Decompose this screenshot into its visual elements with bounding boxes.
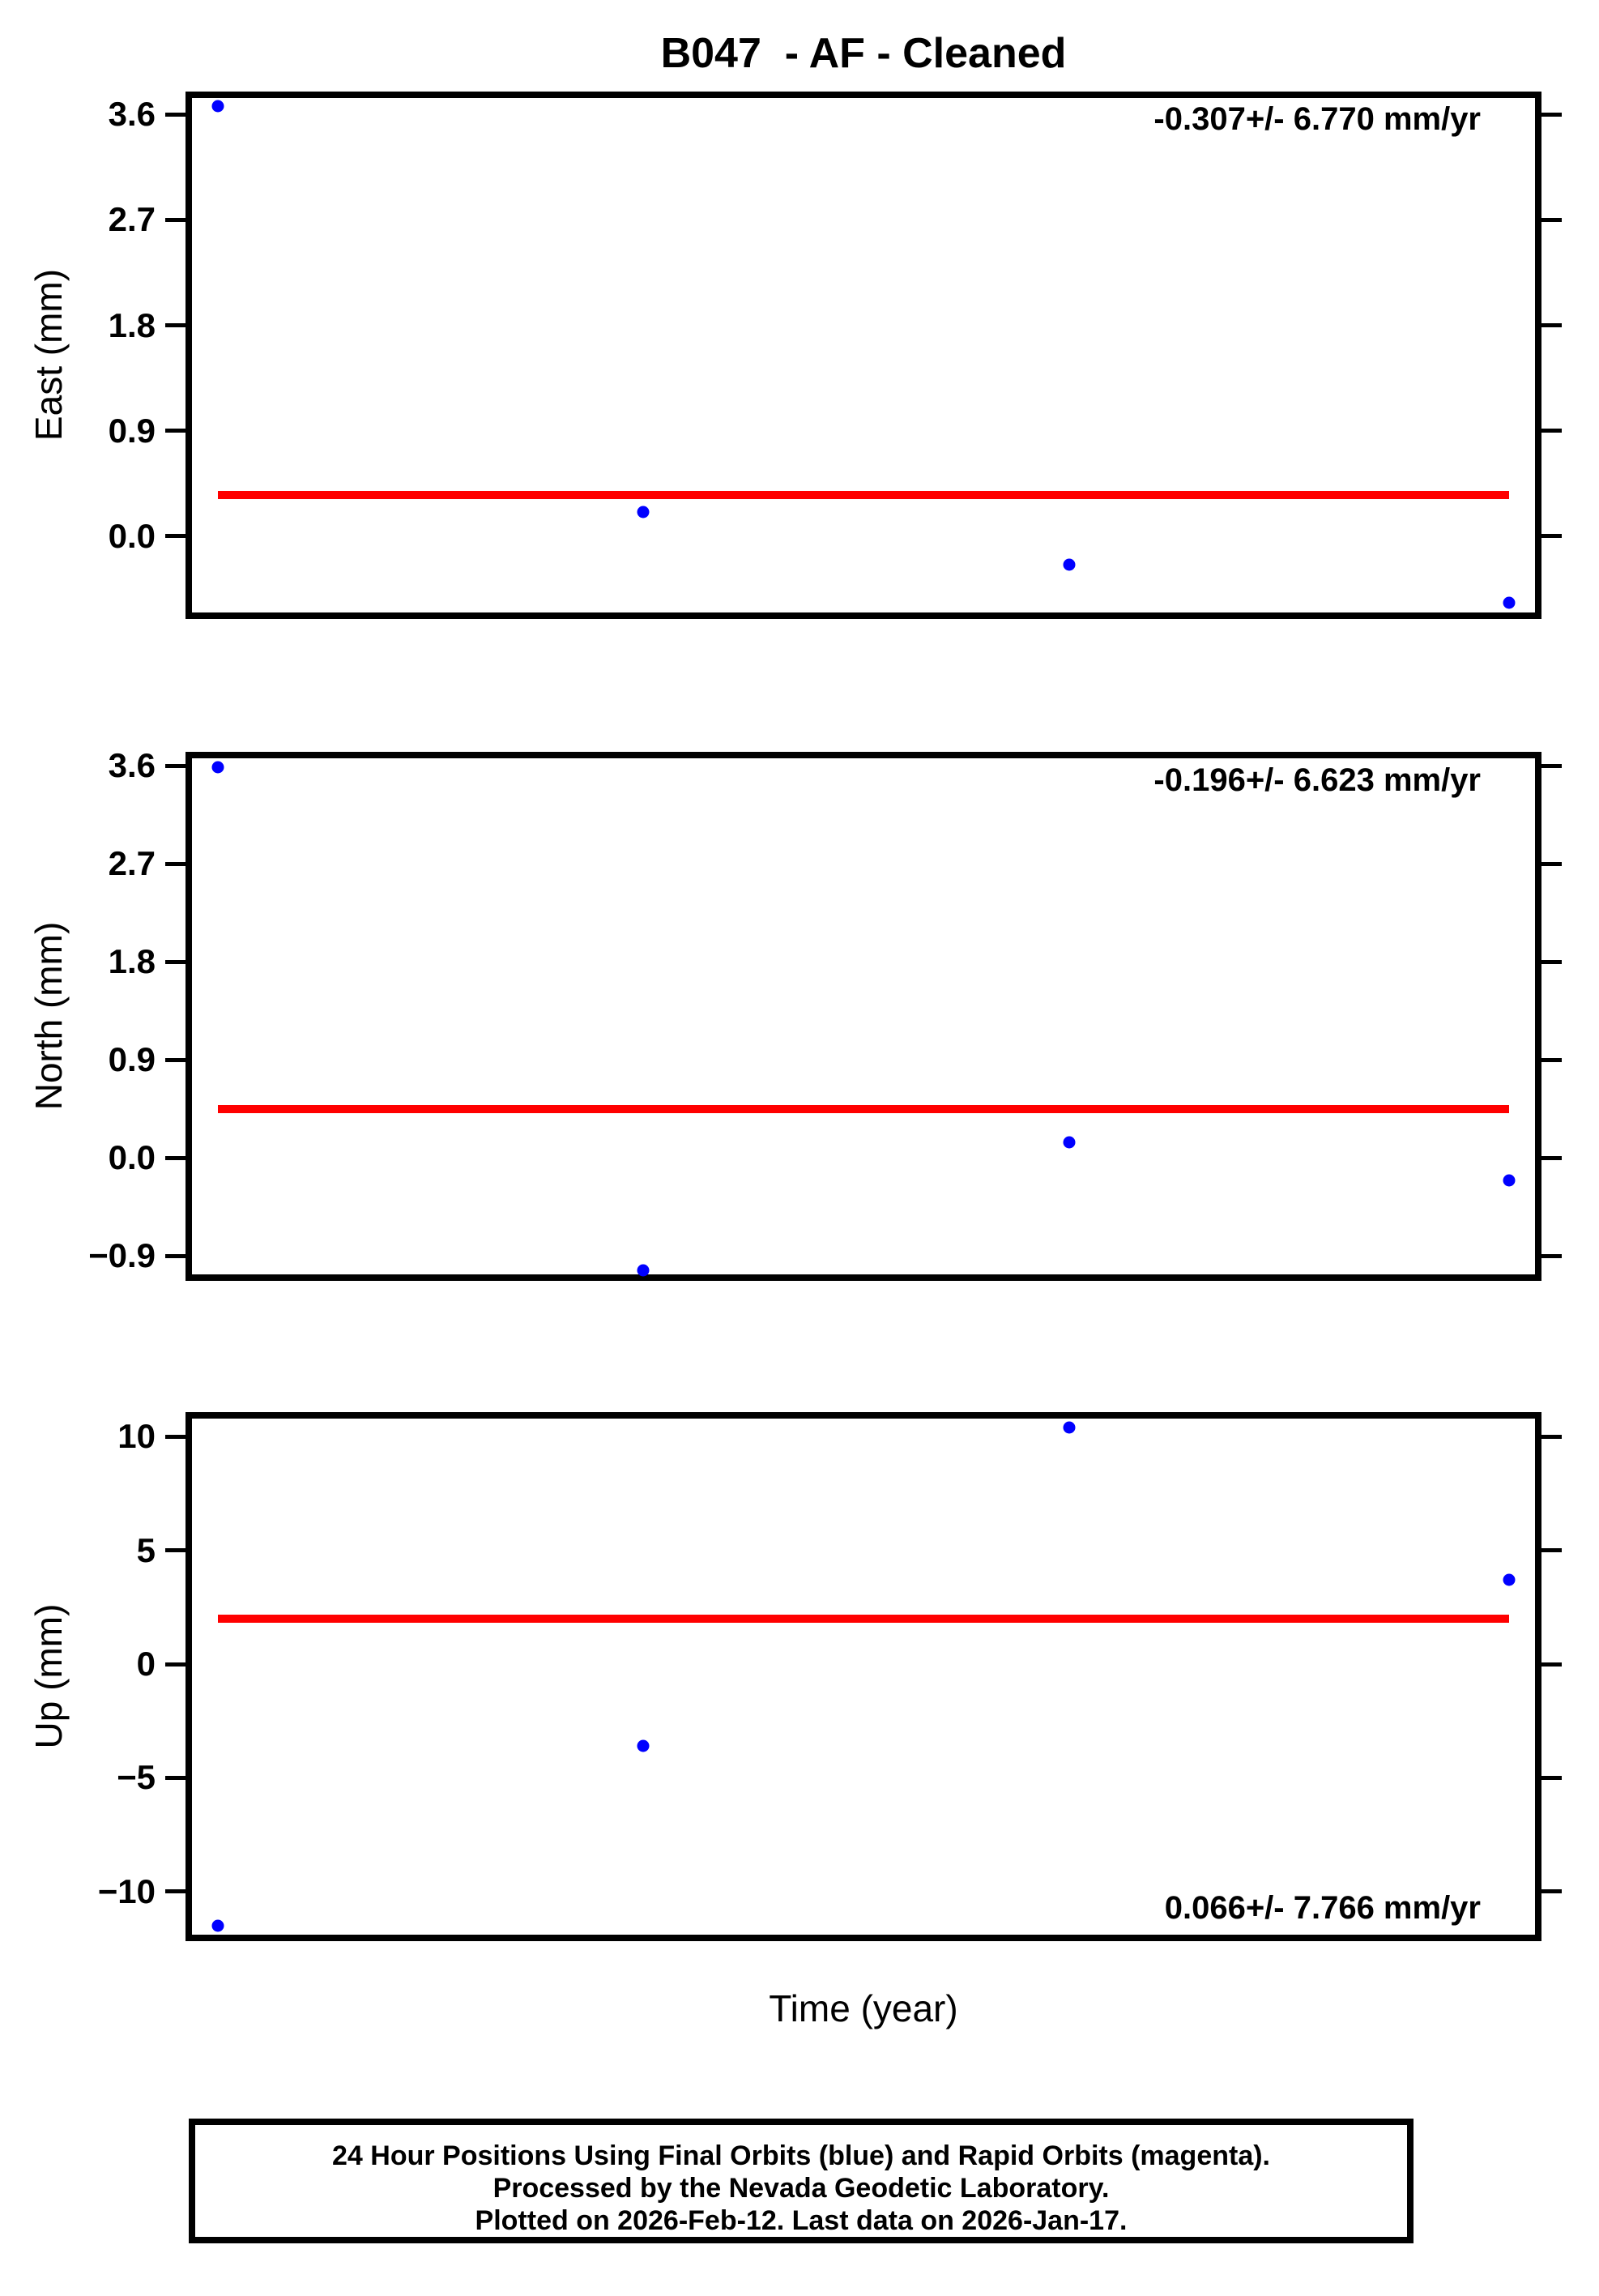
up-ytick-label: 5 bbox=[136, 1530, 156, 1569]
north-ytick-label: 0.0 bbox=[108, 1138, 156, 1177]
up-ytick-left bbox=[165, 1775, 185, 1780]
north-ytick-label: 2.7 bbox=[108, 844, 156, 883]
north-ytick-left bbox=[165, 763, 185, 768]
up-data-point bbox=[1503, 1573, 1516, 1586]
north-ytick-left bbox=[165, 959, 185, 964]
north-ytick-right bbox=[1541, 1155, 1562, 1160]
north-data-point bbox=[1503, 1174, 1516, 1187]
up-ytick-label: −5 bbox=[117, 1758, 156, 1797]
north-ytick-left bbox=[165, 1253, 185, 1258]
north-plot-frame bbox=[185, 752, 1541, 1281]
page-title: B047 - AF - Cleaned bbox=[660, 30, 1067, 77]
up-ytick-label: 0 bbox=[136, 1645, 156, 1684]
up-data-point bbox=[637, 1739, 650, 1752]
north-ytick-label: 3.6 bbox=[108, 746, 156, 785]
east-data-point bbox=[1503, 596, 1516, 609]
east-ytick-left bbox=[165, 323, 185, 328]
footer-note-box: 24 Hour Positions Using Final Orbits (bl… bbox=[189, 2119, 1414, 2243]
east-ytick-left bbox=[165, 429, 185, 433]
north-rate-annotation: -0.196+/- 6.623 mm/yr bbox=[1153, 762, 1481, 798]
north-trend-line bbox=[217, 1104, 1510, 1113]
up-ytick-left bbox=[165, 1548, 185, 1553]
north-ytick-label: 0.9 bbox=[108, 1040, 156, 1079]
north-ytick-right bbox=[1541, 763, 1562, 768]
up-data-point bbox=[1063, 1421, 1076, 1434]
east-ytick-label: 0.9 bbox=[108, 411, 156, 450]
east-ytick-right bbox=[1541, 217, 1562, 222]
up-plot-frame bbox=[185, 1412, 1541, 1941]
north-ytick-left bbox=[165, 1155, 185, 1160]
north-data-point bbox=[1063, 1136, 1076, 1149]
east-ytick-left bbox=[165, 217, 185, 222]
up-ytick-left bbox=[165, 1662, 185, 1667]
east-trend-line bbox=[217, 491, 1510, 500]
east-ytick-right bbox=[1541, 429, 1562, 433]
east-data-point bbox=[637, 506, 650, 519]
north-ytick-left bbox=[165, 1057, 185, 1062]
north-ytick-label: −0.9 bbox=[88, 1236, 156, 1275]
up-ytick-right bbox=[1541, 1775, 1562, 1780]
north-ytick-right bbox=[1541, 959, 1562, 964]
east-axis-title: East (mm) bbox=[28, 268, 70, 442]
east-ytick-label: 3.6 bbox=[108, 95, 156, 134]
up-ytick-left bbox=[165, 1889, 185, 1894]
east-ytick-right bbox=[1541, 112, 1562, 117]
footer-line-orbits: 24 Hour Positions Using Final Orbits (bl… bbox=[332, 2140, 1270, 2171]
east-data-point bbox=[211, 100, 224, 113]
up-ytick-label: 10 bbox=[117, 1417, 156, 1456]
north-ytick-right bbox=[1541, 861, 1562, 866]
east-ytick-left bbox=[165, 112, 185, 117]
east-ytick-right bbox=[1541, 534, 1562, 539]
up-data-point bbox=[211, 1919, 224, 1932]
up-trend-line bbox=[217, 1614, 1510, 1623]
north-data-point bbox=[211, 761, 224, 774]
north-ytick-label: 1.8 bbox=[108, 942, 156, 981]
up-ytick-right bbox=[1541, 1889, 1562, 1894]
up-ytick-left bbox=[165, 1434, 185, 1439]
north-ytick-right bbox=[1541, 1253, 1562, 1258]
east-ytick-label: 1.8 bbox=[108, 305, 156, 344]
east-data-point bbox=[1063, 558, 1076, 571]
north-ytick-left bbox=[165, 861, 185, 866]
up-ytick-right bbox=[1541, 1662, 1562, 1667]
east-ytick-left bbox=[165, 534, 185, 539]
x-axis-title: Time (year) bbox=[769, 1987, 958, 2029]
east-ytick-label: 2.7 bbox=[108, 200, 156, 239]
up-ytick-right bbox=[1541, 1434, 1562, 1439]
up-rate-annotation: 0.066+/- 7.766 mm/yr bbox=[1164, 1890, 1481, 1926]
footer-line-dates: Plotted on 2026-Feb-12. Last data on 202… bbox=[475, 2205, 1128, 2236]
north-data-point bbox=[637, 1264, 650, 1277]
footer-line-processed: Processed by the Nevada Geodetic Laborat… bbox=[492, 2173, 1110, 2204]
east-ytick-right bbox=[1541, 323, 1562, 328]
north-axis-title: North (mm) bbox=[28, 921, 70, 1111]
east-ytick-label: 0.0 bbox=[108, 516, 156, 555]
up-ytick-right bbox=[1541, 1548, 1562, 1553]
east-rate-annotation: -0.307+/- 6.770 mm/yr bbox=[1153, 101, 1481, 137]
east-plot-frame bbox=[185, 92, 1541, 619]
up-ytick-label: −10 bbox=[97, 1871, 156, 1910]
north-ytick-right bbox=[1541, 1057, 1562, 1062]
